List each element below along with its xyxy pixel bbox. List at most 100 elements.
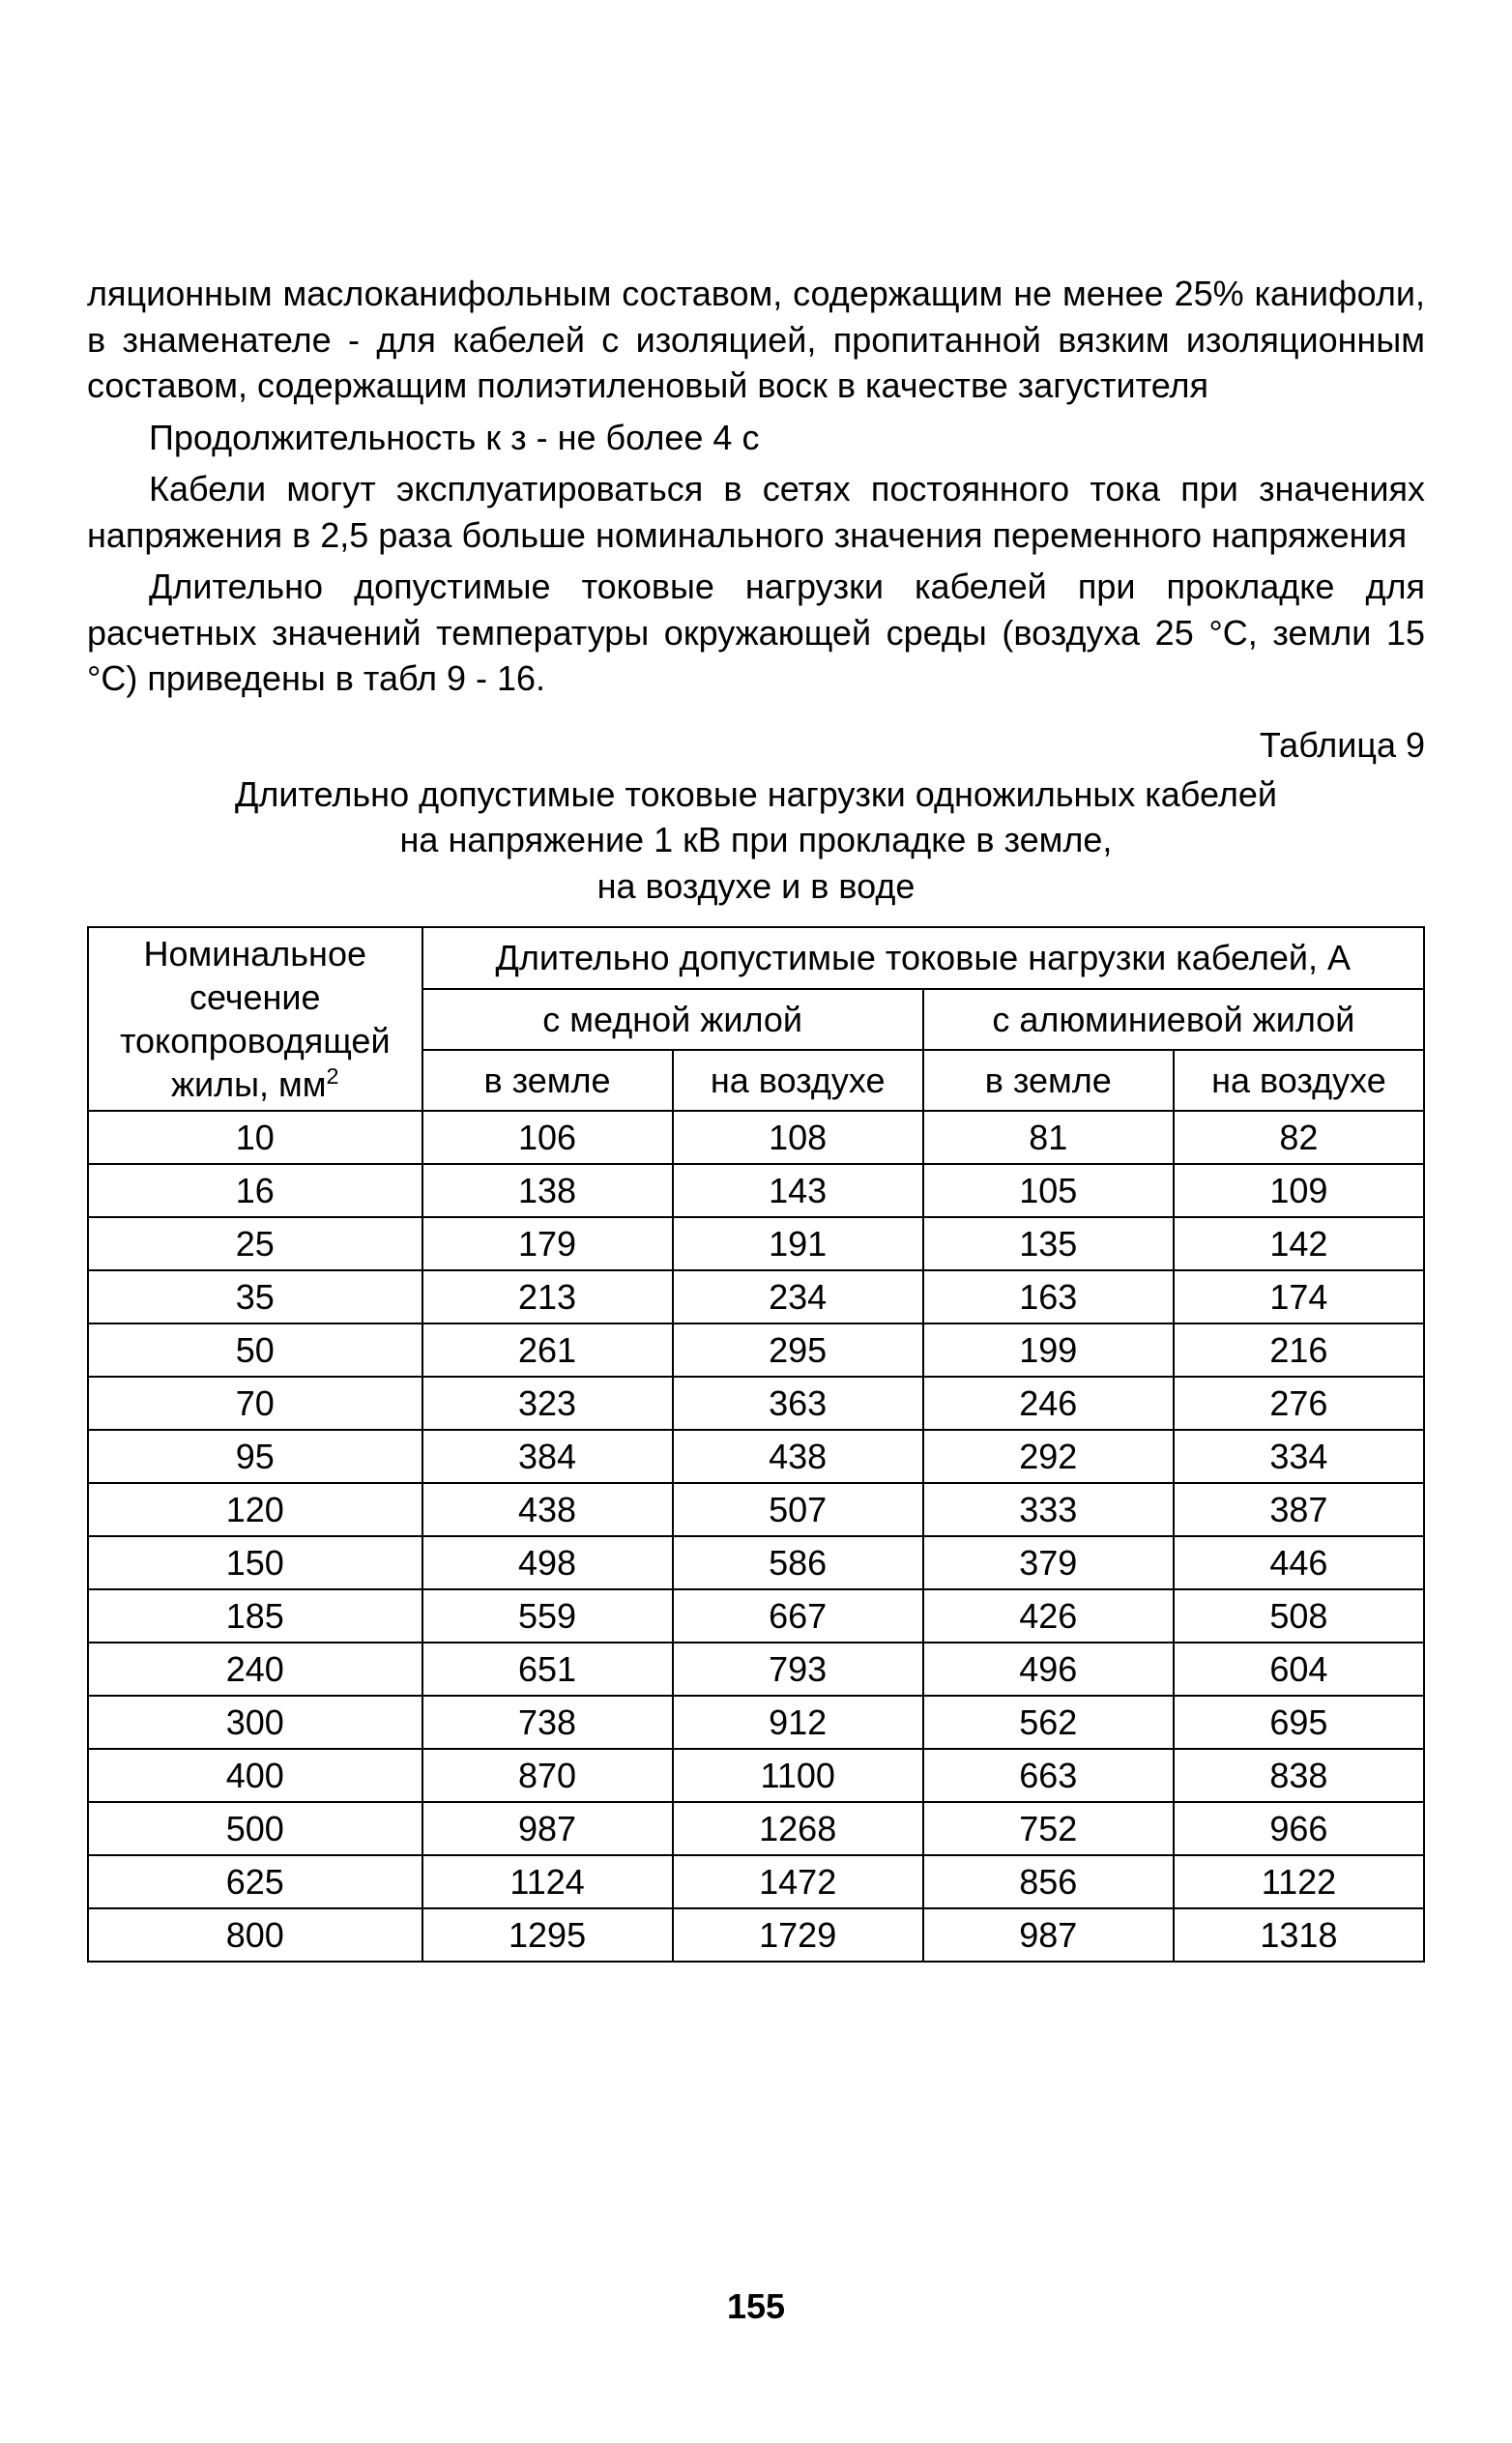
table-row: 16138143105109	[88, 1164, 1424, 1217]
table-cell: 752	[923, 1802, 1174, 1855]
table-cell: 604	[1174, 1643, 1424, 1696]
head-row-1: Номинальное сечение токопроводящей жилы,…	[88, 927, 1424, 988]
table-cell: 793	[673, 1643, 923, 1696]
table-cell: 333	[923, 1483, 1174, 1536]
table-cell: 400	[88, 1749, 422, 1802]
table-row: 185559667426508	[88, 1589, 1424, 1643]
table-row: 150498586379446	[88, 1536, 1424, 1589]
head-copper-air: на воздухе	[673, 1050, 923, 1111]
table-cell: 426	[923, 1589, 1174, 1643]
table-cell: 174	[1174, 1270, 1424, 1323]
table-cell: 1124	[422, 1855, 673, 1908]
table-cell: 334	[1174, 1430, 1424, 1483]
table-row: 25179191135142	[88, 1217, 1424, 1270]
table-row: 35213234163174	[88, 1270, 1424, 1323]
paragraph-1: ляционным маслоканифольным составом, сод…	[87, 271, 1425, 409]
table-cell: 16	[88, 1164, 422, 1217]
table-cell: 185	[88, 1589, 422, 1643]
table-cell: 135	[923, 1217, 1174, 1270]
head-group-top: Длительно допустимые токовые нагрузки ка…	[422, 927, 1425, 988]
table-cell: 120	[88, 1483, 422, 1536]
table-title-line-2: на напряжение 1 кВ при прокладке в земле…	[121, 817, 1392, 863]
table-cell: 261	[422, 1323, 673, 1377]
paragraph-2: Продолжительность к з - не более 4 с	[87, 415, 1425, 461]
table-row: 101061088182	[88, 1111, 1424, 1164]
table-cell: 838	[1174, 1749, 1424, 1802]
head-copper-ground: в земле	[422, 1050, 673, 1111]
table-number-label: Таблица 9	[87, 725, 1425, 766]
table-body: 1010610881821613814310510925179191135142…	[88, 1111, 1424, 1962]
table-cell: 300	[88, 1696, 422, 1749]
table-cell: 586	[673, 1536, 923, 1589]
table-cell: 276	[1174, 1377, 1424, 1430]
table-cell: 50	[88, 1323, 422, 1377]
head-alum-ground: в земле	[923, 1050, 1174, 1111]
head-aluminum: с алюминиевой жилой	[923, 989, 1424, 1050]
table-cell: 191	[673, 1217, 923, 1270]
table-cell: 507	[673, 1483, 923, 1536]
table-cell: 1729	[673, 1908, 923, 1962]
table-cell: 81	[923, 1111, 1174, 1164]
table-cell: 1268	[673, 1802, 923, 1855]
table-title-line-3: на воздухе и в воде	[121, 863, 1392, 910]
document-page: ляционным маслоканифольным составом, сод…	[0, 0, 1512, 2443]
table-cell: 95	[88, 1430, 422, 1483]
table-cell: 438	[422, 1483, 673, 1536]
table-cell: 500	[88, 1802, 422, 1855]
table-cell: 496	[923, 1643, 1174, 1696]
head-section-text: Номинальное сечение токопроводящей жилы,…	[120, 934, 391, 1104]
paragraph-4: Длительно допустимые токовые нагрузки ка…	[87, 564, 1425, 702]
table-row: 300738912562695	[88, 1696, 1424, 1749]
table-cell: 498	[422, 1536, 673, 1589]
table-row: 70323363246276	[88, 1377, 1424, 1430]
table-cell: 179	[422, 1217, 673, 1270]
head-section-sup: 2	[327, 1063, 339, 1089]
table-row: 800129517299871318	[88, 1908, 1424, 1962]
table-cell: 35	[88, 1270, 422, 1323]
table-cell: 387	[1174, 1483, 1424, 1536]
table-cell: 213	[422, 1270, 673, 1323]
table-row: 5009871268752966	[88, 1802, 1424, 1855]
load-ratings-table: Номинальное сечение токопроводящей жилы,…	[87, 926, 1425, 1963]
head-copper: с медной жилой	[422, 989, 923, 1050]
table-cell: 106	[422, 1111, 673, 1164]
table-cell: 163	[923, 1270, 1174, 1323]
table-cell: 82	[1174, 1111, 1424, 1164]
table-cell: 240	[88, 1643, 422, 1696]
table-cell: 667	[673, 1589, 923, 1643]
table-row: 240651793496604	[88, 1643, 1424, 1696]
table-cell: 234	[673, 1270, 923, 1323]
table-cell: 295	[673, 1323, 923, 1377]
table-cell: 1295	[422, 1908, 673, 1962]
table-row: 50261295199216	[88, 1323, 1424, 1377]
table-cell: 1318	[1174, 1908, 1424, 1962]
paragraph-3: Кабели могут эксплуатироваться в сетях п…	[87, 466, 1425, 558]
table-cell: 695	[1174, 1696, 1424, 1749]
table-cell: 199	[923, 1323, 1174, 1377]
table-head: Номинальное сечение токопроводящей жилы,…	[88, 927, 1424, 1111]
table-cell: 323	[422, 1377, 673, 1430]
table-cell: 438	[673, 1430, 923, 1483]
table-cell: 363	[673, 1377, 923, 1430]
table-cell: 138	[422, 1164, 673, 1217]
table-cell: 559	[422, 1589, 673, 1643]
table-cell: 25	[88, 1217, 422, 1270]
table-cell: 1122	[1174, 1855, 1424, 1908]
table-cell: 856	[923, 1855, 1174, 1908]
table-title-line-1: Длительно допустимые токовые нагрузки од…	[121, 771, 1392, 818]
table-cell: 1472	[673, 1855, 923, 1908]
table-row: 95384438292334	[88, 1430, 1424, 1483]
table-cell: 379	[923, 1536, 1174, 1589]
table-cell: 10	[88, 1111, 422, 1164]
table-cell: 142	[1174, 1217, 1424, 1270]
page-number: 155	[0, 2286, 1512, 2327]
head-section: Номинальное сечение токопроводящей жилы,…	[88, 927, 422, 1111]
table-cell: 870	[422, 1749, 673, 1802]
table-cell: 562	[923, 1696, 1174, 1749]
table-cell: 987	[923, 1908, 1174, 1962]
table-cell: 143	[673, 1164, 923, 1217]
table-cell: 105	[923, 1164, 1174, 1217]
table-cell: 625	[88, 1855, 422, 1908]
table-cell: 150	[88, 1536, 422, 1589]
table-cell: 70	[88, 1377, 422, 1430]
